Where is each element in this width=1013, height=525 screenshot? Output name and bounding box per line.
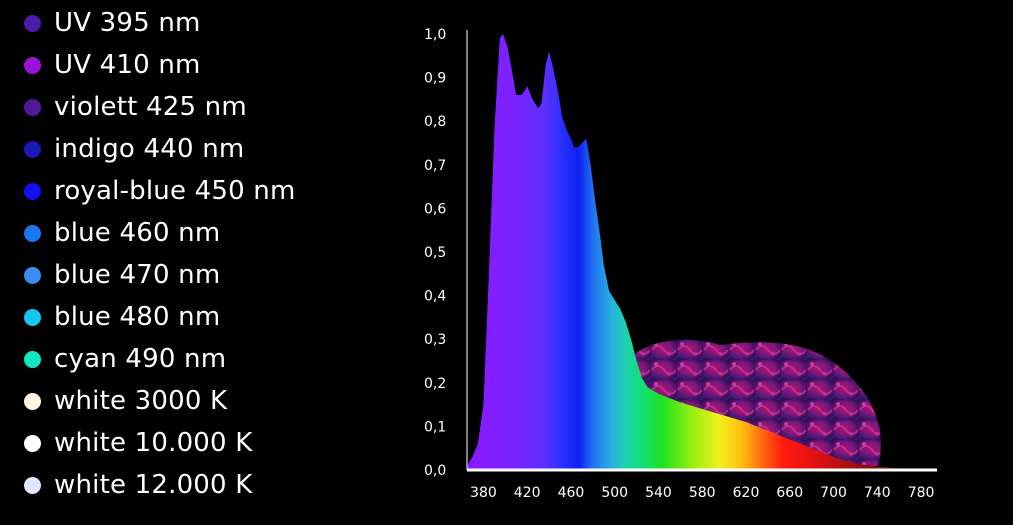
- legend-item: white 10.000 K: [24, 422, 364, 464]
- x-tick-label: 700: [820, 485, 847, 501]
- x-tick-labels: 380 420 460 500 540 580 620 660 700 740 780: [470, 485, 934, 501]
- legend-swatch: [24, 476, 41, 494]
- legend-swatch: [24, 266, 41, 284]
- x-tick-label: 780: [908, 485, 935, 501]
- legend-label: violett 425 nm: [54, 92, 247, 122]
- spectrum-area: [467, 34, 922, 470]
- legend-item: UV 395 nm: [24, 2, 364, 44]
- legend-label: white 10.000 K: [54, 428, 253, 458]
- legend-item: blue 470 nm: [24, 254, 364, 296]
- legend-item: UV 410 nm: [24, 44, 364, 86]
- legend-item: violett 425 nm: [24, 86, 364, 128]
- legend-label: cyan 490 nm: [54, 344, 227, 374]
- legend-item: blue 460 nm: [24, 212, 364, 254]
- y-tick-label: 0,9: [424, 71, 446, 87]
- legend-item: cyan 490 nm: [24, 338, 364, 380]
- legend-item: indigo 440 nm: [24, 128, 364, 170]
- y-tick-label: 0,7: [424, 158, 446, 174]
- legend-label: blue 460 nm: [54, 218, 221, 248]
- legend-swatch: [24, 392, 41, 410]
- legend-item: blue 480 nm: [24, 296, 364, 338]
- y-tick-label: 0,4: [424, 289, 446, 305]
- legend-label: white 12.000 K: [54, 470, 253, 500]
- legend-swatch: [24, 350, 41, 368]
- legend-item: white 3000 K: [24, 380, 364, 422]
- legend-swatch: [24, 224, 41, 242]
- legend-swatch: [24, 140, 41, 158]
- legend-label: UV 395 nm: [54, 8, 201, 38]
- legend-label: white 3000 K: [54, 386, 228, 416]
- legend-label: blue 470 nm: [54, 260, 221, 290]
- y-tick-label: 0,0: [424, 463, 446, 479]
- legend: UV 395 nm UV 410 nm violett 425 nm indig…: [24, 2, 364, 506]
- y-tick-label: 0,5: [424, 245, 446, 261]
- legend-label: indigo 440 nm: [54, 134, 245, 164]
- y-tick-label: 0,8: [424, 114, 446, 130]
- legend-label: blue 480 nm: [54, 302, 221, 332]
- y-tick-label: 0,2: [424, 376, 446, 392]
- x-tick-label: 620: [733, 485, 760, 501]
- y-tick-label: 0,1: [424, 419, 446, 435]
- legend-label: royal-blue 450 nm: [54, 176, 296, 206]
- x-tick-label: 460: [558, 485, 585, 501]
- x-tick-label: 540: [645, 485, 672, 501]
- x-tick-label: 420: [514, 485, 541, 501]
- legend-swatch: [24, 56, 41, 74]
- y-tick-labels: 0,0 0,1 0,2 0,3 0,4 0,5 0,6 0,7 0,8 0,9 1,0: [424, 27, 446, 479]
- legend-item: royal-blue 450 nm: [24, 170, 364, 212]
- legend-swatch: [24, 308, 41, 326]
- legend-item: white 12.000 K: [24, 464, 364, 506]
- y-tick-label: 1,0: [424, 27, 446, 43]
- legend-label: UV 410 nm: [54, 50, 201, 80]
- legend-swatch: [24, 434, 41, 452]
- x-tick-label: 580: [689, 485, 716, 501]
- x-tick-label: 500: [601, 485, 628, 501]
- x-tick-label: 660: [776, 485, 803, 501]
- y-tick-label: 0,3: [424, 332, 446, 348]
- legend-swatch: [24, 14, 41, 32]
- x-tick-label: 740: [864, 485, 891, 501]
- legend-swatch: [24, 182, 41, 200]
- plot-area: [467, 34, 922, 470]
- legend-swatch: [24, 98, 41, 116]
- x-tick-label: 380: [470, 485, 497, 501]
- axes: [466, 30, 937, 472]
- y-tick-label: 0,6: [424, 201, 446, 217]
